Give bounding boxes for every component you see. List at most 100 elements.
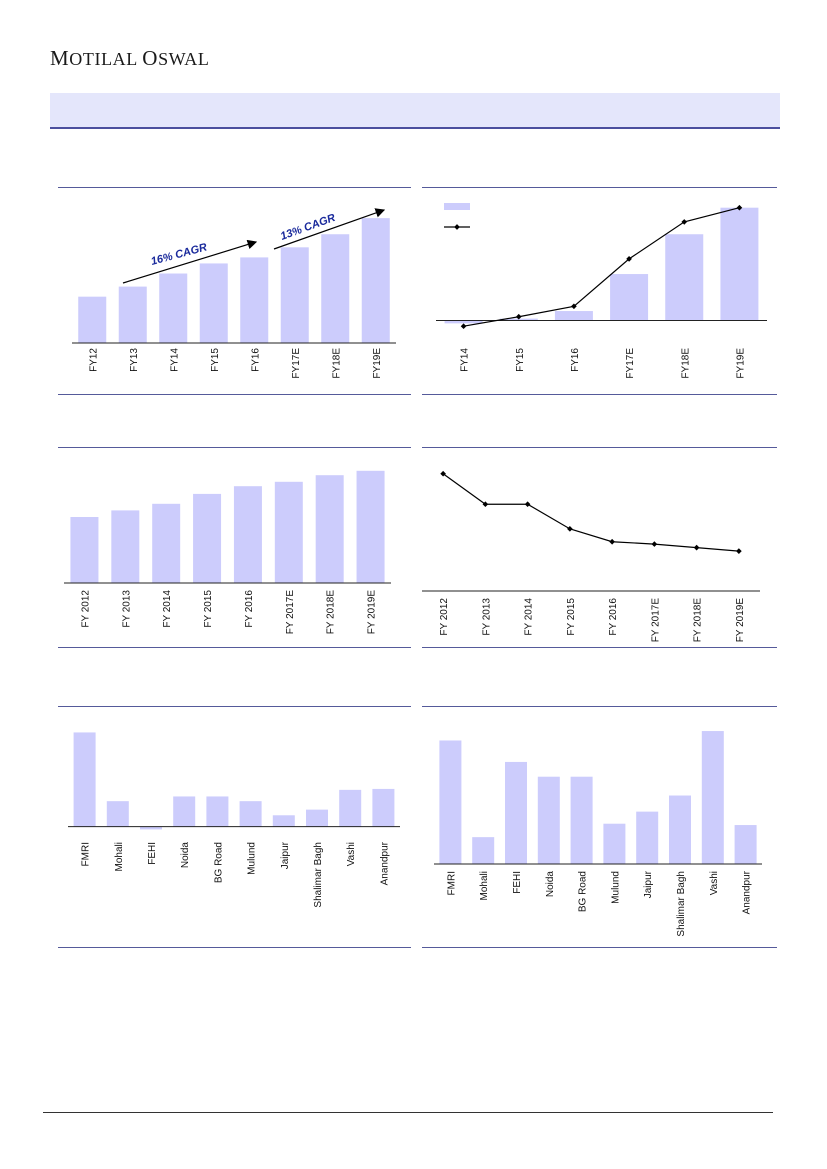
c6-tick-label-3: Noida bbox=[545, 871, 556, 898]
c4-tick-label-5: FY 2017E bbox=[650, 598, 661, 643]
c2-tick-label-0: FY14 bbox=[460, 348, 471, 372]
c3-bar-4 bbox=[233, 486, 262, 583]
c4-tick-label-6: FY 2018E bbox=[693, 598, 704, 643]
c5-bar-1 bbox=[106, 801, 129, 827]
c2-bar-3 bbox=[610, 274, 649, 321]
c1-bar-1 bbox=[118, 286, 147, 343]
c5-tick-label-7: Shalimar Bagh bbox=[313, 842, 324, 908]
rule-c6-top bbox=[422, 706, 777, 707]
rule-c5-top bbox=[58, 706, 411, 707]
c3-bar-5 bbox=[274, 481, 303, 583]
c1-bar-4 bbox=[240, 257, 269, 343]
c5-bar-5 bbox=[239, 801, 262, 827]
chart-annual-bars: FY 2012 FY 2013 FY 2014 FY 2015 FY 2016 FY 20… bbox=[64, 470, 391, 635]
brand-letter-o: O bbox=[142, 46, 159, 70]
c3-tick-label-5: FY 2017E bbox=[285, 590, 296, 635]
c1-tick-label-3: FY15 bbox=[210, 348, 221, 372]
c6-tick-label-4: BG Road bbox=[578, 871, 589, 912]
c3-tick-label-7: FY 2019E bbox=[367, 590, 378, 635]
c1-bar-3 bbox=[199, 263, 228, 343]
c6-bar-6 bbox=[636, 811, 659, 864]
chart-bar-line-combo: FY14 FY15 FY16 FY17E FY18E FY19E bbox=[436, 203, 767, 379]
chart-declining-line: FY 2012 FY 2013 FY 2014 FY 2015 FY 2016 FY 20… bbox=[422, 470, 760, 643]
c5-bar-9 bbox=[372, 788, 395, 827]
c2-line-point-4 bbox=[681, 219, 688, 225]
c4-line-point-4 bbox=[609, 538, 615, 545]
rule-row1-bottom-left bbox=[58, 394, 411, 395]
rule-c2-top bbox=[422, 187, 777, 188]
c6-tick-label-0: FMRI bbox=[446, 871, 457, 895]
c2-bar-4 bbox=[665, 234, 704, 321]
c3-bar-0 bbox=[70, 517, 99, 583]
c5-tick-label-9: Anandpur bbox=[379, 841, 390, 885]
rule-c3-top bbox=[58, 447, 411, 448]
c2-legend-bar-key bbox=[444, 203, 470, 210]
c5-tick-label-5: Mulund bbox=[247, 842, 258, 875]
chart-hospital-bars-1: FMRI Mohali FEHI Noida BG Road Mulund Jaipur Sh… bbox=[68, 732, 400, 908]
c2-bar-5 bbox=[720, 207, 759, 321]
c2-bar-1 bbox=[499, 318, 538, 321]
c3-bar-3 bbox=[193, 493, 222, 583]
cagr-label-1: 16% CAGR bbox=[150, 241, 209, 267]
c5-tick-label-3: Noida bbox=[180, 842, 191, 869]
c3-bar-6 bbox=[315, 475, 344, 583]
c5-bar-0 bbox=[73, 732, 96, 827]
c3-tick-label-4: FY 2016 bbox=[244, 590, 255, 628]
c5-tick-label-0: FMRI bbox=[81, 842, 92, 866]
c4-tick-label-0: FY 2012 bbox=[439, 598, 450, 636]
c4-line-point-6 bbox=[693, 544, 700, 551]
c4-line-point-2 bbox=[524, 501, 531, 508]
c1-bar-5 bbox=[280, 247, 309, 343]
c2-legend-line-marker bbox=[454, 224, 460, 230]
c6-tick-label-9: Anandpur bbox=[742, 870, 753, 914]
c6-bar-2 bbox=[505, 761, 527, 864]
chart-revenue-bars: FY12 FY13 FY14 FY15 FY16 FY17E FY18E FY19E 16% C… bbox=[72, 208, 396, 379]
c4-tick-label-7: FY 2019E bbox=[735, 598, 746, 643]
c4-tick-label-4: FY 2016 bbox=[608, 598, 619, 636]
c6-bar-5 bbox=[603, 823, 626, 864]
c1-bar-0 bbox=[78, 296, 107, 343]
rule-row1-bottom-right bbox=[422, 394, 777, 395]
c6-bar-0 bbox=[439, 740, 462, 864]
rule-row3-bottom-right bbox=[422, 947, 777, 948]
c6-bar-8 bbox=[701, 731, 724, 864]
c3-tick-label-6: FY 2018E bbox=[326, 590, 337, 635]
brand-logo: MOTILAL OSWAL bbox=[50, 46, 209, 71]
c5-bar-4 bbox=[206, 796, 229, 827]
rule-c1-top bbox=[58, 187, 411, 188]
section-banner bbox=[50, 93, 780, 129]
c4-line-point-5 bbox=[651, 541, 658, 547]
c2-line-point-0 bbox=[460, 323, 467, 330]
rule-row3-bottom-left bbox=[58, 947, 411, 948]
c2-tick-label-2: FY16 bbox=[570, 348, 581, 372]
c1-bar-2 bbox=[159, 273, 188, 343]
c2-series-line bbox=[463, 207, 740, 327]
c1-tick-label-4: FY16 bbox=[250, 348, 261, 372]
c5-bar-3 bbox=[173, 796, 196, 827]
c2-tick-label-3: FY17E bbox=[625, 348, 636, 379]
c3-tick-label-3: FY 2015 bbox=[203, 590, 214, 628]
c5-bar-8 bbox=[339, 789, 362, 827]
c1-tick-label-5: FY17E bbox=[291, 348, 302, 379]
c5-bar-2 bbox=[140, 826, 162, 830]
c4-line-point-7 bbox=[736, 548, 742, 554]
rule-row2-bottom-left bbox=[58, 647, 411, 648]
c2-tick-label-4: FY18E bbox=[680, 348, 691, 379]
c6-tick-label-2: FEHI bbox=[512, 871, 523, 894]
c1-tick-label-1: FY13 bbox=[129, 348, 140, 372]
c6-tick-label-1: Mohali bbox=[479, 871, 490, 900]
cagr-arrow-1 bbox=[122, 239, 258, 284]
c5-tick-label-8: Vashi bbox=[346, 842, 357, 866]
c6-bar-9 bbox=[734, 825, 757, 864]
c1-tick-label-2: FY14 bbox=[169, 348, 180, 372]
c5-bar-7 bbox=[306, 809, 328, 827]
c6-tick-label-8: Vashi bbox=[709, 871, 720, 895]
c1-tick-label-0: FY12 bbox=[88, 348, 99, 372]
c1-tick-label-7: FY19E bbox=[372, 348, 383, 379]
footer-rule bbox=[43, 1112, 773, 1113]
c6-bar-3 bbox=[537, 776, 560, 864]
c6-tick-label-6: Jaipur bbox=[643, 870, 654, 898]
chart-hospital-bars-2: FMRI Mohali FEHI Noida BG Road Mulund Jaipur Sh… bbox=[434, 731, 762, 937]
c4-tick-label-1: FY 2013 bbox=[481, 598, 492, 636]
c1-bar-6 bbox=[321, 234, 350, 343]
